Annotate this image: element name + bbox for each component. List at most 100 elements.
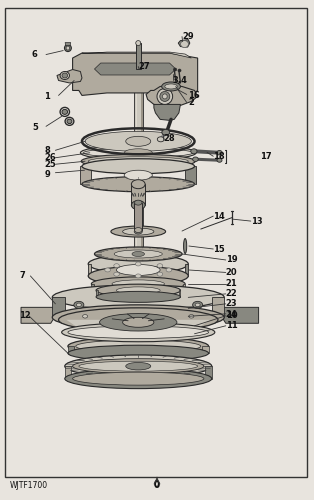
Text: 12: 12 xyxy=(19,312,31,320)
Ellipse shape xyxy=(191,149,197,154)
Text: 22: 22 xyxy=(226,290,237,298)
Ellipse shape xyxy=(62,323,215,342)
Ellipse shape xyxy=(157,88,173,104)
Ellipse shape xyxy=(189,314,194,318)
Ellipse shape xyxy=(132,252,144,256)
Ellipse shape xyxy=(162,82,181,91)
Text: 7: 7 xyxy=(19,272,25,280)
Ellipse shape xyxy=(131,200,145,209)
Ellipse shape xyxy=(122,318,154,328)
Ellipse shape xyxy=(174,68,177,71)
Ellipse shape xyxy=(82,176,194,192)
Ellipse shape xyxy=(136,40,141,46)
Ellipse shape xyxy=(73,358,204,374)
Ellipse shape xyxy=(93,292,184,302)
Polygon shape xyxy=(65,42,71,45)
Ellipse shape xyxy=(165,84,177,89)
Text: 11: 11 xyxy=(226,322,237,330)
Ellipse shape xyxy=(94,310,183,318)
Text: 23: 23 xyxy=(226,300,237,308)
Ellipse shape xyxy=(52,305,224,330)
Text: 0: 0 xyxy=(154,481,160,490)
Ellipse shape xyxy=(157,264,163,268)
Ellipse shape xyxy=(64,44,71,52)
Ellipse shape xyxy=(111,226,165,237)
Ellipse shape xyxy=(68,345,208,361)
Bar xyxy=(136,43,141,69)
Ellipse shape xyxy=(91,286,185,298)
Ellipse shape xyxy=(76,340,201,352)
Ellipse shape xyxy=(217,158,222,162)
Ellipse shape xyxy=(84,148,193,158)
Text: 5: 5 xyxy=(32,124,38,132)
Text: 2: 2 xyxy=(188,98,194,108)
Polygon shape xyxy=(185,166,196,184)
Ellipse shape xyxy=(58,308,218,332)
Text: 9: 9 xyxy=(45,170,50,178)
Ellipse shape xyxy=(105,268,111,272)
Ellipse shape xyxy=(80,146,196,160)
Ellipse shape xyxy=(68,326,208,338)
Text: 29: 29 xyxy=(182,32,194,41)
Ellipse shape xyxy=(73,372,204,385)
Ellipse shape xyxy=(124,170,152,180)
Text: 13: 13 xyxy=(251,216,263,226)
Bar xyxy=(134,53,143,260)
Polygon shape xyxy=(96,290,98,297)
Polygon shape xyxy=(65,366,71,378)
Ellipse shape xyxy=(135,262,141,266)
Polygon shape xyxy=(82,52,192,58)
Text: 21: 21 xyxy=(226,280,237,288)
Ellipse shape xyxy=(85,132,192,152)
Ellipse shape xyxy=(192,302,203,308)
Ellipse shape xyxy=(88,266,188,285)
Ellipse shape xyxy=(62,110,68,114)
Polygon shape xyxy=(212,298,224,318)
Ellipse shape xyxy=(67,119,72,124)
Ellipse shape xyxy=(157,137,164,142)
Bar xyxy=(131,184,145,205)
Ellipse shape xyxy=(131,180,145,188)
Text: 3,4: 3,4 xyxy=(173,76,187,85)
Text: 8: 8 xyxy=(45,146,50,155)
Bar xyxy=(136,53,137,260)
Text: 16: 16 xyxy=(188,91,200,100)
Ellipse shape xyxy=(96,292,181,302)
Text: WJTF1700: WJTF1700 xyxy=(10,481,48,490)
Polygon shape xyxy=(205,366,212,378)
Polygon shape xyxy=(58,320,218,328)
Ellipse shape xyxy=(52,285,224,310)
Polygon shape xyxy=(185,264,188,276)
Text: 28: 28 xyxy=(163,134,175,143)
Ellipse shape xyxy=(74,302,84,308)
Ellipse shape xyxy=(192,157,198,162)
Text: 24: 24 xyxy=(226,310,237,320)
Ellipse shape xyxy=(160,92,170,102)
Ellipse shape xyxy=(65,368,212,388)
Polygon shape xyxy=(88,264,91,276)
Ellipse shape xyxy=(134,200,142,205)
Ellipse shape xyxy=(112,280,165,288)
Polygon shape xyxy=(52,298,65,318)
Text: 26: 26 xyxy=(45,154,56,162)
Text: 14: 14 xyxy=(213,212,225,220)
Ellipse shape xyxy=(81,154,195,168)
Ellipse shape xyxy=(116,287,160,294)
Polygon shape xyxy=(94,308,95,314)
Ellipse shape xyxy=(68,337,208,355)
Ellipse shape xyxy=(65,355,212,378)
Ellipse shape xyxy=(116,306,160,311)
Polygon shape xyxy=(95,63,176,75)
Ellipse shape xyxy=(217,150,222,155)
Ellipse shape xyxy=(93,299,184,308)
Ellipse shape xyxy=(114,272,119,276)
Ellipse shape xyxy=(114,264,119,268)
Text: 1: 1 xyxy=(45,92,50,101)
Polygon shape xyxy=(219,308,259,324)
Ellipse shape xyxy=(184,238,187,254)
Ellipse shape xyxy=(62,73,68,78)
Ellipse shape xyxy=(162,94,167,99)
Ellipse shape xyxy=(157,272,163,276)
Text: 17: 17 xyxy=(260,152,272,161)
Ellipse shape xyxy=(60,72,69,80)
